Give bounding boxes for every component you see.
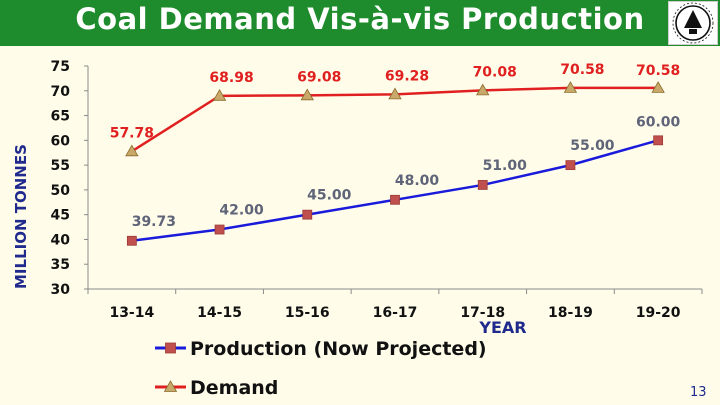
data-point [302, 209, 313, 220]
data-point [214, 224, 225, 235]
data-label: 70.58 [636, 63, 680, 79]
y-tick-label: 35 [51, 257, 70, 273]
data-point [563, 81, 578, 93]
x-tick-label: 17-18 [460, 305, 505, 321]
data-label: 57.78 [110, 125, 154, 141]
x-tick-label: 15-16 [285, 305, 330, 321]
y-tick-label: 45 [51, 208, 70, 224]
data-point [300, 88, 314, 101]
data-point [212, 89, 227, 101]
data-point [390, 194, 400, 205]
x-tick-label: 14-15 [197, 305, 242, 321]
data-point [565, 160, 576, 171]
data-label: 69.28 [385, 68, 429, 84]
data-point [651, 81, 665, 93]
data-point [126, 235, 137, 246]
data-label: 42.00 [219, 203, 264, 219]
x-axis-label: YEAR [478, 318, 526, 337]
data-point [388, 87, 402, 100]
y-tick-label: 40 [51, 232, 71, 248]
y-tick-label: 30 [51, 282, 71, 298]
data-point [653, 135, 664, 146]
chart-area [0, 46, 720, 405]
y-tick-label: 75 [51, 59, 70, 75]
x-tick-label: 19-20 [636, 305, 681, 321]
legend-marker [163, 380, 178, 392]
legend-marker [165, 342, 176, 354]
data-point [476, 83, 490, 96]
x-tick-label: 13-14 [109, 305, 154, 321]
legend-label: Demand [190, 377, 278, 399]
data-label: 51.00 [483, 158, 528, 174]
series-line [131, 139, 659, 243]
x-tick-label: 16-17 [373, 305, 418, 321]
y-tick-label: 50 [51, 183, 71, 199]
data-label: 70.08 [473, 64, 517, 80]
data-label: 39.73 [132, 214, 176, 230]
data-label: 45.00 [307, 188, 352, 204]
data-label: 48.00 [395, 173, 440, 189]
legend-label: Production (Now Projected) [190, 338, 487, 360]
page-number: 13 [690, 385, 707, 400]
data-point [477, 180, 488, 190]
y-tick-label: 60 [51, 133, 71, 149]
data-label: 55.00 [570, 138, 615, 154]
data-label: 60.00 [636, 114, 681, 130]
y-tick-label: 55 [51, 158, 70, 174]
slide-title: Coal Demand Vis-à-vis Production [75, 2, 645, 36]
y-tick-label: 70 [51, 84, 71, 100]
y-axis-label: MILLION TONNES [12, 144, 30, 289]
coal-india-logo-icon [668, 1, 718, 45]
x-tick-label: 18-19 [548, 305, 593, 321]
data-label: 70.58 [560, 62, 604, 78]
title-bar [0, 0, 720, 46]
y-tick-label: 65 [51, 109, 70, 125]
data-label: 68.98 [209, 70, 253, 86]
data-label: 69.08 [297, 69, 341, 85]
data-point [125, 144, 139, 157]
